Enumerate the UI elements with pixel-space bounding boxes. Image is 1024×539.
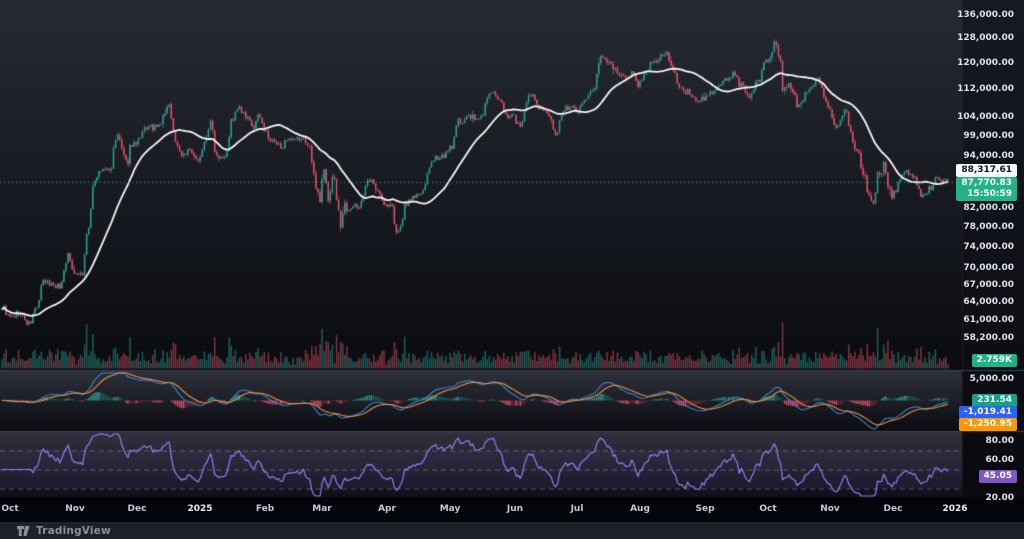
time-axis-month-label: Feb [255, 504, 275, 514]
price-tick: 99,000.00 [963, 130, 1014, 141]
rsi-tick: 20.00 [985, 493, 1014, 503]
price-tick: 128,000.00 [957, 33, 1014, 44]
time-axis-month-label: Apr [378, 504, 396, 514]
macd-tick: 5,000.00 [969, 373, 1014, 384]
time-axis-month-label: Aug [630, 504, 650, 514]
macd-signal-label: -1,250.95 [958, 417, 1017, 431]
price-tick: 67,000.00 [963, 279, 1014, 290]
price-tick: 82,000.00 [963, 202, 1014, 213]
price-tick: 120,000.00 [957, 57, 1014, 68]
time-axis-year-label: 2026 [942, 504, 968, 514]
rsi-tick: 80.00 [985, 436, 1014, 446]
price-tick: 58,200.00 [963, 333, 1014, 344]
time-axis-month-label: Nov [820, 504, 840, 514]
price-tick: 78,000.00 [963, 221, 1014, 232]
time-axis-month-label: Mar [312, 504, 332, 514]
tradingview-logo-icon [17, 525, 30, 536]
volume-value-label: 2.759K [971, 354, 1017, 367]
price-tick: 70,000.00 [963, 263, 1014, 274]
time-axis-month-label: Oct [759, 504, 777, 514]
time-axis-month-label: Sep [695, 504, 715, 514]
last-price-value: 87,770.83 [961, 177, 1012, 188]
time-axis-month-label: Dec [883, 504, 903, 514]
time-axis-month-label: Oct [1, 504, 19, 514]
time-axis-month-label: Dec [127, 504, 147, 514]
price-tick: 136,000.00 [957, 10, 1014, 20]
time-axis-month-label: Nov [65, 504, 85, 514]
rsi-value-label: 45.05 [978, 470, 1017, 483]
time-axis-month-label: Jun [506, 504, 524, 514]
price-tick: 61,000.00 [963, 315, 1014, 326]
time-axis-month-label: May [439, 504, 461, 514]
bar-countdown: 15:50:59 [967, 188, 1012, 199]
bottom-bar: TradingView [0, 522, 1024, 539]
tradingview-logo[interactable]: TradingView [17, 525, 111, 537]
price-tick: 64,000.00 [963, 297, 1014, 308]
time-scale[interactable] [0, 497, 1024, 522]
last-price-label: 87,770.83 15:50:59 [956, 176, 1017, 201]
macd-line-label: -1,019.41 [958, 406, 1017, 419]
price-tick: 94,000.00 [963, 150, 1014, 161]
price-tick: 74,000.00 [963, 241, 1014, 252]
time-axis-month-label: Jul [570, 504, 584, 514]
price-tick: 104,000.00 [957, 112, 1014, 123]
prev-close-price-label: 88,317.61 [956, 163, 1017, 177]
macd-histogram-label: 231.54 [972, 394, 1017, 407]
rsi-tick: 60.00 [985, 455, 1014, 465]
price-tick: 112,000.00 [957, 83, 1014, 94]
time-axis-year-label: 2025 [187, 504, 213, 514]
tradingview-logo-text: TradingView [36, 524, 111, 537]
price-scale[interactable] [962, 0, 1024, 497]
